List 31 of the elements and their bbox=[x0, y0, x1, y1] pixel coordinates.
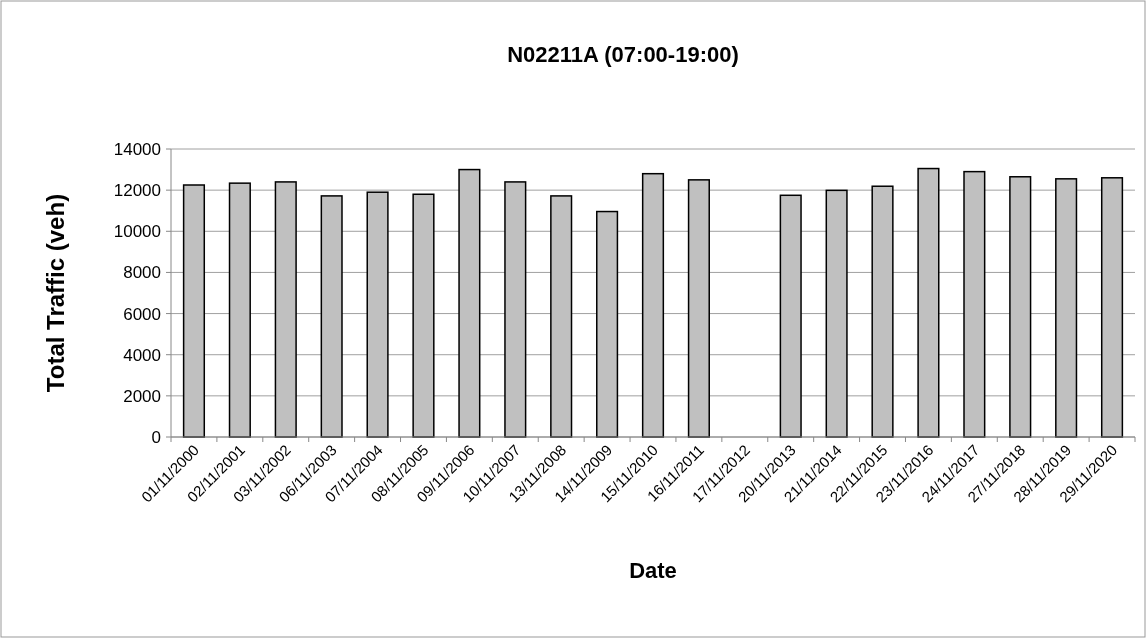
bar bbox=[1100, 177, 1124, 438]
bar bbox=[687, 179, 710, 438]
bar bbox=[871, 185, 894, 438]
bar bbox=[779, 194, 802, 438]
x-axis-title: Date bbox=[629, 558, 677, 583]
bar bbox=[596, 210, 619, 438]
bar bbox=[1009, 176, 1032, 438]
y-tick-label: 12000 bbox=[113, 181, 161, 201]
bar bbox=[641, 172, 665, 438]
bar bbox=[458, 168, 481, 438]
y-tick-label: 6000 bbox=[123, 304, 161, 324]
bar bbox=[963, 170, 986, 438]
chart-title: N02211A (07:00-19:00) bbox=[507, 42, 739, 67]
bar bbox=[550, 195, 573, 438]
bar bbox=[228, 182, 251, 438]
y-axis-title: Total Traffic (veh) bbox=[42, 193, 69, 393]
y-tick-label: 10000 bbox=[113, 222, 161, 242]
bar bbox=[1055, 178, 1078, 438]
y-tick-label: 0 bbox=[151, 427, 161, 447]
y-tick-label: 2000 bbox=[123, 386, 161, 406]
bar bbox=[412, 193, 435, 438]
bar bbox=[320, 195, 343, 438]
y-tick-label: 14000 bbox=[113, 139, 161, 159]
bar bbox=[182, 184, 206, 438]
bar bbox=[504, 181, 527, 438]
bar bbox=[274, 181, 297, 438]
y-tick-label: 4000 bbox=[123, 345, 161, 365]
bar bbox=[366, 191, 389, 438]
bar bbox=[825, 189, 848, 438]
y-tick-label: 8000 bbox=[123, 263, 161, 283]
bar bbox=[917, 167, 940, 438]
